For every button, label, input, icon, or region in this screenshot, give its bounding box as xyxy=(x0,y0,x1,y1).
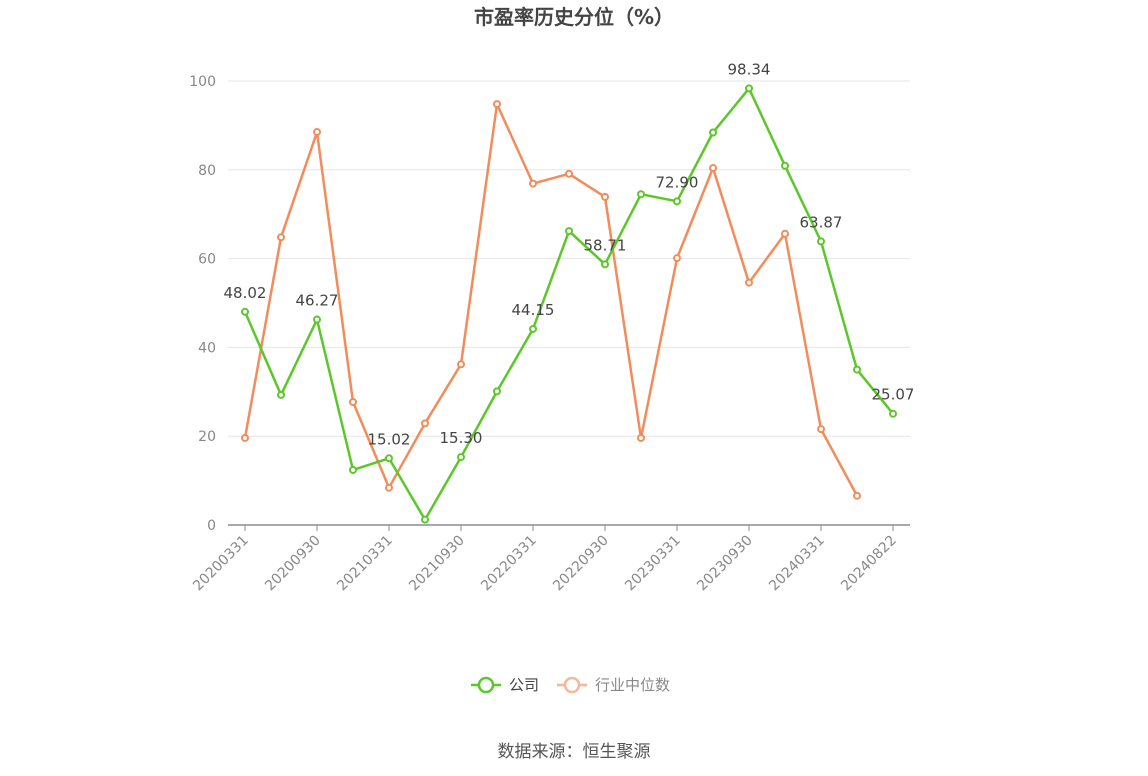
data-point[interactable] xyxy=(601,260,609,269)
series-group xyxy=(241,84,897,524)
y-tick-label: 80 xyxy=(198,163,216,179)
data-point[interactable] xyxy=(709,164,717,173)
data-point[interactable] xyxy=(457,360,465,369)
data-label: 48.02 xyxy=(224,284,267,302)
x-tick-label: 20240331 xyxy=(766,533,828,595)
grid-lines xyxy=(228,80,910,437)
source-note: 数据来源：恒生聚源 xyxy=(498,742,651,762)
legend-label: 行业中位数 xyxy=(595,676,670,694)
x-tick-label: 20230930 xyxy=(694,533,756,595)
data-point[interactable] xyxy=(349,398,357,407)
data-point[interactable] xyxy=(385,483,393,492)
data-point[interactable] xyxy=(853,491,861,500)
x-tick-label: 20240822 xyxy=(838,533,900,595)
data-labels: 48.02 46.27 15.02 15.30 44.15 58.71 72.90 98.34… xyxy=(224,60,915,448)
chart-title: 市盈率历史分位（%） xyxy=(474,5,674,29)
data-point[interactable] xyxy=(529,324,537,333)
data-point[interactable] xyxy=(853,365,861,374)
data-point[interactable] xyxy=(565,227,573,236)
y-tick-label: 60 xyxy=(198,252,216,268)
data-point[interactable] xyxy=(745,278,753,287)
y-tick-label: 100 xyxy=(189,74,216,90)
data-label: 72.90 xyxy=(656,173,699,191)
data-label: 63.87 xyxy=(800,213,843,231)
series-line-industry-median xyxy=(243,102,859,497)
series-line-company xyxy=(243,87,894,521)
x-tick-label: 20210930 xyxy=(406,533,468,595)
data-point[interactable] xyxy=(637,433,645,442)
data-point[interactable] xyxy=(241,307,249,316)
data-point[interactable] xyxy=(493,387,501,396)
data-label: 46.27 xyxy=(296,292,339,310)
data-point[interactable] xyxy=(421,419,429,428)
data-point[interactable] xyxy=(277,233,285,242)
data-point[interactable] xyxy=(565,169,573,178)
y-tick-label: 20 xyxy=(198,429,216,445)
data-point[interactable] xyxy=(817,425,825,434)
data-point[interactable] xyxy=(529,179,537,188)
data-point[interactable] xyxy=(493,100,501,109)
x-tick-label: 20200331 xyxy=(190,533,252,595)
y-tick-label: 40 xyxy=(198,340,216,356)
data-point[interactable] xyxy=(601,192,609,201)
legend-item-industry-median[interactable]: 行业中位数 xyxy=(557,676,670,694)
legend[interactable]: 公司 行业中位数 xyxy=(471,676,670,694)
data-point[interactable] xyxy=(241,433,249,442)
x-axis: 20200331 20200930 20210331 20210930 20220331… xyxy=(190,524,910,595)
data-point[interactable] xyxy=(673,254,681,263)
x-tick-label: 20230331 xyxy=(622,533,684,595)
data-point[interactable] xyxy=(637,190,645,199)
data-label: 98.34 xyxy=(728,60,771,78)
data-label: 44.15 xyxy=(512,301,555,319)
y-axis-ticks: 0 20 40 60 80 100 xyxy=(189,74,216,534)
data-point[interactable] xyxy=(313,315,321,324)
data-point[interactable] xyxy=(673,197,681,206)
data-label: 25.07 xyxy=(872,386,915,404)
legend-label: 公司 xyxy=(509,676,539,694)
legend-item-company[interactable]: 公司 xyxy=(471,676,539,694)
x-tick-label: 20200930 xyxy=(262,533,324,595)
x-tick-label: 20220930 xyxy=(550,533,612,595)
data-point[interactable] xyxy=(349,465,357,474)
x-tick-label: 20220331 xyxy=(478,533,540,595)
data-label: 58.71 xyxy=(584,236,627,254)
data-point[interactable] xyxy=(709,128,717,137)
legend-marker-icon xyxy=(563,676,581,694)
legend-marker-icon xyxy=(477,676,495,694)
data-point[interactable] xyxy=(457,453,465,462)
data-label: 15.02 xyxy=(368,430,411,448)
y-tick-label: 0 xyxy=(207,518,216,534)
data-point[interactable] xyxy=(421,515,429,524)
data-point[interactable] xyxy=(889,409,897,418)
data-point[interactable] xyxy=(817,237,825,246)
data-label: 15.30 xyxy=(440,429,483,447)
data-point[interactable] xyxy=(781,229,789,238)
data-point[interactable] xyxy=(277,390,285,399)
data-point[interactable] xyxy=(781,161,789,170)
data-point[interactable] xyxy=(745,84,753,93)
data-point[interactable] xyxy=(313,128,321,137)
data-point[interactable] xyxy=(385,454,393,463)
x-tick-label: 20210331 xyxy=(334,533,396,595)
